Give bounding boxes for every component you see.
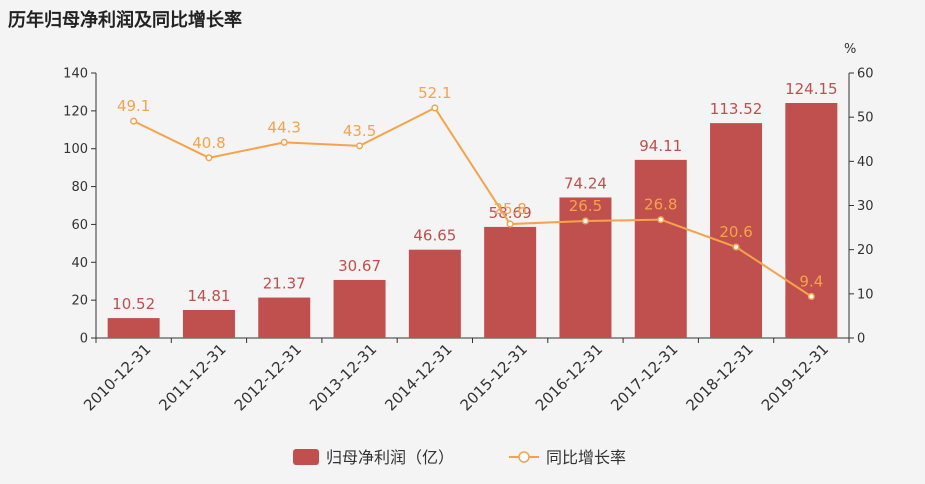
x-tick-label: 2019-12-31	[758, 340, 832, 414]
x-tick-label: 2017-12-31	[607, 340, 681, 414]
bar	[107, 318, 160, 338]
x-tick-label: 2014-12-31	[381, 340, 455, 414]
legend-bar-swatch	[293, 449, 319, 465]
growth-point	[807, 292, 815, 301]
growth-point	[732, 243, 740, 251]
x-tick-label: 2012-12-31	[231, 340, 305, 414]
bar	[484, 226, 537, 338]
y-left-tick-label: 20	[71, 294, 88, 309]
y-right-tick-label: 30	[857, 199, 874, 214]
y-right-tick-label: 40	[857, 155, 874, 170]
x-tick-label: 2016-12-31	[532, 340, 606, 414]
y-left-tick-label: 120	[63, 104, 88, 119]
y-right-unit: %	[844, 42, 856, 57]
y-left-tick-label: 140	[63, 67, 88, 82]
growth-point	[356, 142, 364, 150]
growth-data-label: 52.1	[418, 84, 451, 102]
growth-point	[657, 216, 665, 224]
y-right-tick-label: 10	[857, 287, 874, 302]
growth-data-label: 43.5	[343, 122, 376, 140]
legend-bar-label: 归母净利润（亿）	[326, 448, 454, 467]
growth-data-label: 20.6	[719, 223, 752, 241]
growth-line	[133, 106, 812, 298]
growth-data-label: 25.8	[493, 200, 526, 218]
bar-data-label: 30.67	[338, 257, 381, 275]
growth-data-label: 49.1	[117, 97, 150, 115]
growth-point	[205, 154, 213, 162]
x-tick-label: 2013-12-31	[306, 340, 380, 414]
growth-point	[506, 220, 514, 228]
y-right-tick-label: 50	[857, 111, 874, 126]
chart-title: 历年归母净利润及同比增长率	[8, 10, 242, 31]
y-left-tick-label: 80	[71, 180, 88, 195]
y-right-tick-label: 60	[857, 67, 874, 82]
y-left-tick-label: 100	[63, 142, 88, 157]
x-tick-label: 2015-12-31	[457, 340, 531, 414]
bar-data-label: 124.15	[785, 80, 838, 98]
bar	[408, 249, 461, 338]
bar	[182, 309, 235, 338]
x-tick-label: 2018-12-31	[682, 340, 756, 414]
bar-data-label: 21.37	[263, 275, 306, 293]
bar	[333, 279, 386, 338]
legend-line-marker	[518, 451, 530, 463]
bar	[258, 297, 311, 338]
y-left-tick-label: 0	[80, 332, 88, 347]
x-tick-label: 2011-12-31	[155, 340, 229, 414]
bar-data-label: 94.11	[639, 137, 682, 155]
y-left-tick-label: 40	[71, 256, 88, 271]
growth-point	[581, 217, 590, 225]
bar-data-label: 10.52	[112, 295, 155, 313]
growth-data-label: 40.8	[192, 134, 225, 152]
growth-data-label: 9.4	[799, 272, 823, 290]
y-right-tick-label: 20	[857, 243, 874, 258]
bar	[710, 123, 763, 338]
growth-point	[130, 117, 138, 125]
y-right-tick-label: 0	[857, 332, 865, 347]
growth-data-label: 26.8	[644, 196, 677, 214]
growth-point	[431, 104, 439, 112]
growth-data-label: 44.3	[268, 118, 301, 136]
bar-data-label: 113.52	[710, 100, 763, 118]
y-left-tick-label: 60	[71, 218, 88, 233]
legend-line-label: 同比增长率	[546, 448, 626, 467]
growth-point	[280, 138, 288, 146]
bar-data-label: 46.65	[413, 227, 456, 245]
bar	[785, 103, 838, 338]
x-tick-label: 2010-12-31	[80, 340, 154, 414]
bar-data-label: 14.81	[187, 287, 230, 305]
growth-data-label: 26.5	[569, 197, 602, 215]
bar	[634, 159, 687, 338]
bar-data-label: 74.24	[564, 174, 607, 192]
